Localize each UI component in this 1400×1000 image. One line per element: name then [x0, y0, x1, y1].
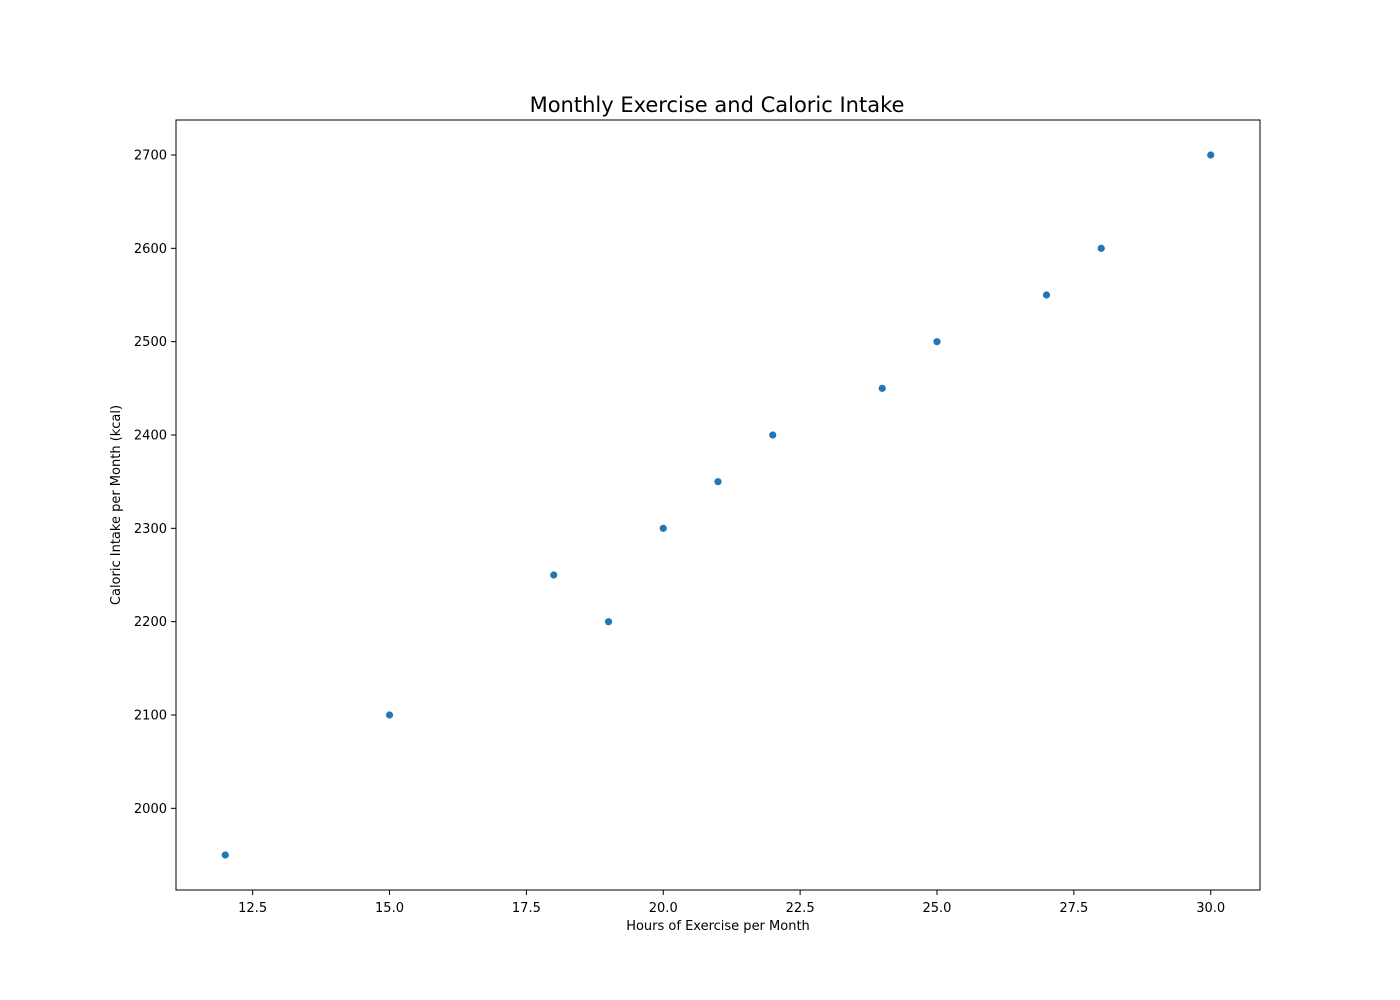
- x-tick-label: 20.0: [649, 901, 678, 916]
- scatter-point: [878, 384, 886, 392]
- scatter-point: [604, 618, 613, 626]
- y-tick-label: 2400: [134, 429, 167, 444]
- y-tick-label: 2600: [134, 242, 167, 257]
- x-tick-label: 25.0: [923, 901, 952, 916]
- plot-area-frame: [175, 119, 1261, 891]
- y-tick-label: 2500: [134, 335, 167, 350]
- scatter-point: [659, 524, 667, 532]
- scatter-point: [1097, 244, 1105, 252]
- y-tick-label: 2300: [134, 522, 167, 537]
- y-tick-label: 2700: [134, 149, 167, 164]
- scatter-point: [385, 711, 394, 719]
- scatter-point: [1207, 151, 1215, 159]
- scatter-point: [769, 431, 777, 439]
- x-tick-label: 27.5: [1059, 901, 1088, 916]
- x-axis-ticks: 12.5 15.0 17.5 20.0 22.5 25.0 27.5 30.0: [238, 890, 1225, 916]
- y-tick-label: 2000: [134, 802, 167, 817]
- data-points: [221, 151, 1215, 859]
- scatter-point: [1042, 291, 1051, 299]
- scatter-point: [714, 478, 722, 486]
- y-axis-label: Caloric Intake per Month (kcal): [109, 405, 124, 605]
- x-axis-label: Hours of Exercise per Month: [626, 919, 810, 934]
- y-axis-ticks: 2000 2100 2200 2300 2400 2500 2600 2700: [134, 149, 176, 817]
- y-tick-label: 2100: [134, 709, 167, 724]
- x-tick-label: 15.0: [375, 901, 404, 916]
- x-tick-label: 17.5: [512, 901, 541, 916]
- chart-title: Monthly Exercise and Caloric Intake: [530, 93, 905, 117]
- scatter-point: [550, 571, 558, 579]
- scatter-point: [933, 338, 941, 346]
- x-tick-label: 30.0: [1196, 901, 1225, 916]
- x-tick-label: 12.5: [238, 901, 267, 916]
- x-tick-label: 22.5: [786, 901, 815, 916]
- y-tick-label: 2200: [134, 615, 167, 630]
- scatter-point: [221, 851, 229, 859]
